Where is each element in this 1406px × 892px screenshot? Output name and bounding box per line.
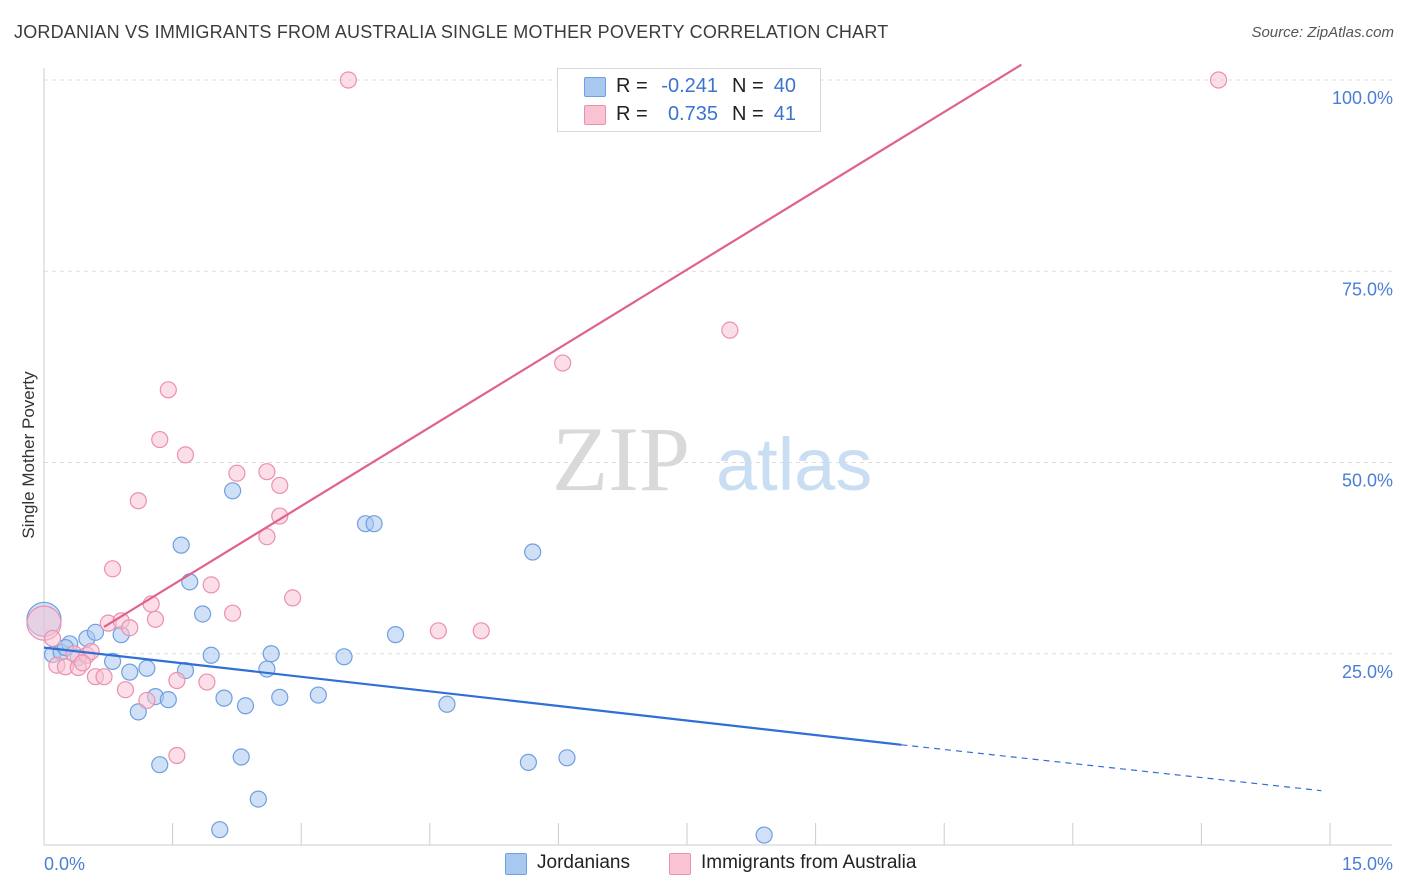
legend-r-value: 0.735 bbox=[667, 103, 718, 125]
point-immigrants-australia bbox=[43, 629, 62, 648]
point-immigrants-australia bbox=[116, 681, 135, 699]
legend-label-jordanians: Jordanians bbox=[537, 852, 630, 873]
trend-lines bbox=[43, 63, 1322, 792]
point-jordanians bbox=[121, 663, 139, 681]
legend-row-immigrants-australia: R = 0.735 N = 41 bbox=[558, 101, 820, 129]
legend-row-jordanians: R = -0.241 N = 40 bbox=[558, 73, 820, 101]
point-immigrants-australia bbox=[121, 619, 139, 637]
legend-label-immigrants-australia: Immigrants from Australia bbox=[701, 852, 917, 873]
point-jordanians bbox=[224, 482, 242, 500]
point-jordanians bbox=[519, 753, 537, 771]
point-jordanians bbox=[172, 536, 190, 554]
watermark: ZIP atlas bbox=[552, 408, 872, 510]
point-immigrants-australia bbox=[168, 746, 186, 765]
point-jordanians bbox=[138, 659, 156, 677]
y-tick-label: 75.0% bbox=[1342, 279, 1393, 299]
point-jordanians bbox=[335, 648, 353, 666]
point-immigrants-australia bbox=[103, 560, 122, 578]
point-immigrants-australia bbox=[159, 381, 177, 399]
point-immigrants-australia bbox=[129, 492, 147, 510]
point-immigrants-australia bbox=[73, 654, 92, 672]
legend-n-label: N = bbox=[732, 75, 764, 97]
legend-r-label: R = bbox=[616, 75, 648, 97]
point-jordanians bbox=[365, 515, 383, 533]
point-jordanians bbox=[181, 573, 199, 591]
point-jordanians bbox=[159, 691, 177, 709]
point-jordanians bbox=[258, 660, 276, 678]
point-jordanians bbox=[232, 748, 250, 766]
trend-line-jordanians bbox=[43, 646, 902, 746]
point-jordanians bbox=[386, 626, 405, 644]
point-jordanians bbox=[211, 821, 229, 839]
point-immigrants-australia bbox=[168, 671, 186, 690]
point-jordanians bbox=[151, 756, 169, 774]
point-immigrants-australia bbox=[198, 673, 216, 691]
trend-line-jordanians-extrapolated bbox=[901, 744, 1322, 792]
point-immigrants-australia bbox=[138, 691, 156, 710]
y-axis-title: Single Mother Poverty bbox=[19, 371, 38, 539]
legend-n-label: N = bbox=[732, 103, 764, 125]
point-jordanians bbox=[103, 652, 122, 671]
legend-swatch-immigrants-australia bbox=[584, 105, 606, 125]
point-jordanians bbox=[262, 645, 280, 663]
axes bbox=[43, 68, 1392, 846]
y-tick-label: 50.0% bbox=[1342, 471, 1393, 491]
legend-r-label: R = bbox=[616, 103, 648, 125]
point-immigrants-australia bbox=[202, 576, 220, 594]
point-jordanians bbox=[236, 697, 255, 715]
trend-line-immigrants-australia bbox=[103, 63, 1022, 628]
point-immigrants-australia bbox=[271, 507, 289, 525]
point-immigrants-australia bbox=[95, 668, 113, 686]
point-immigrants-australia bbox=[176, 446, 195, 464]
legend-swatch-jordanians bbox=[584, 77, 606, 97]
stats-legend: R = -0.241 N = 40 R = 0.735 N = 41 bbox=[557, 68, 821, 132]
point-jordanians bbox=[86, 623, 105, 641]
legend-swatch-jordanians bbox=[505, 853, 527, 875]
point-immigrants-australia bbox=[151, 430, 169, 449]
x-tick-label: 0.0% bbox=[44, 854, 85, 874]
point-immigrants-australia bbox=[721, 321, 739, 339]
point-jordanians bbox=[202, 646, 220, 664]
point-immigrants-australia bbox=[554, 354, 572, 372]
point-immigrants-australia bbox=[146, 610, 165, 628]
point-jordanians bbox=[194, 605, 212, 623]
x-tick-labels: 0.0% 15.0% bbox=[44, 854, 1393, 874]
point-jordanians bbox=[755, 826, 773, 844]
legend-r-value: -0.241 bbox=[661, 75, 718, 97]
x-tick-label: 15.0% bbox=[1342, 854, 1393, 874]
point-immigrants-australia bbox=[284, 589, 302, 607]
point-immigrants-australia bbox=[224, 604, 242, 622]
point-jordanians bbox=[309, 686, 327, 704]
point-jordanians bbox=[558, 749, 576, 767]
point-immigrants-australia bbox=[339, 71, 357, 89]
legend-n-value: 40 bbox=[773, 75, 796, 97]
watermark-atlas: atlas bbox=[716, 423, 872, 506]
legend-swatch-immigrants-australia bbox=[669, 853, 691, 875]
y-tick-labels: 25.0% 50.0% 75.0% 100.0% bbox=[1332, 88, 1393, 682]
legend-n-value: 41 bbox=[773, 103, 796, 125]
watermark-zip: ZIP bbox=[552, 408, 690, 510]
point-immigrants-australia bbox=[258, 463, 276, 481]
point-immigrants-australia bbox=[472, 622, 490, 640]
point-immigrants-australia bbox=[1209, 71, 1228, 89]
point-jordanians bbox=[271, 688, 289, 706]
y-tick-label: 25.0% bbox=[1342, 662, 1393, 682]
point-jordanians bbox=[249, 790, 267, 808]
point-jordanians bbox=[215, 689, 233, 707]
y-tick-label: 100.0% bbox=[1332, 88, 1393, 108]
point-jordanians bbox=[524, 543, 542, 561]
chart-title: JORDANIAN VS IMMIGRANTS FROM AUSTRALIA S… bbox=[14, 22, 889, 42]
source-label: Source: ZipAtlas.com bbox=[1251, 24, 1394, 41]
point-immigrants-australia bbox=[429, 622, 447, 640]
point-immigrants-australia bbox=[271, 476, 289, 495]
point-immigrants-australia bbox=[228, 464, 246, 482]
point-jordanians bbox=[129, 703, 147, 721]
point-immigrants-australia bbox=[258, 528, 276, 546]
point-jordanians bbox=[438, 695, 456, 713]
gridlines bbox=[44, 79, 1392, 655]
